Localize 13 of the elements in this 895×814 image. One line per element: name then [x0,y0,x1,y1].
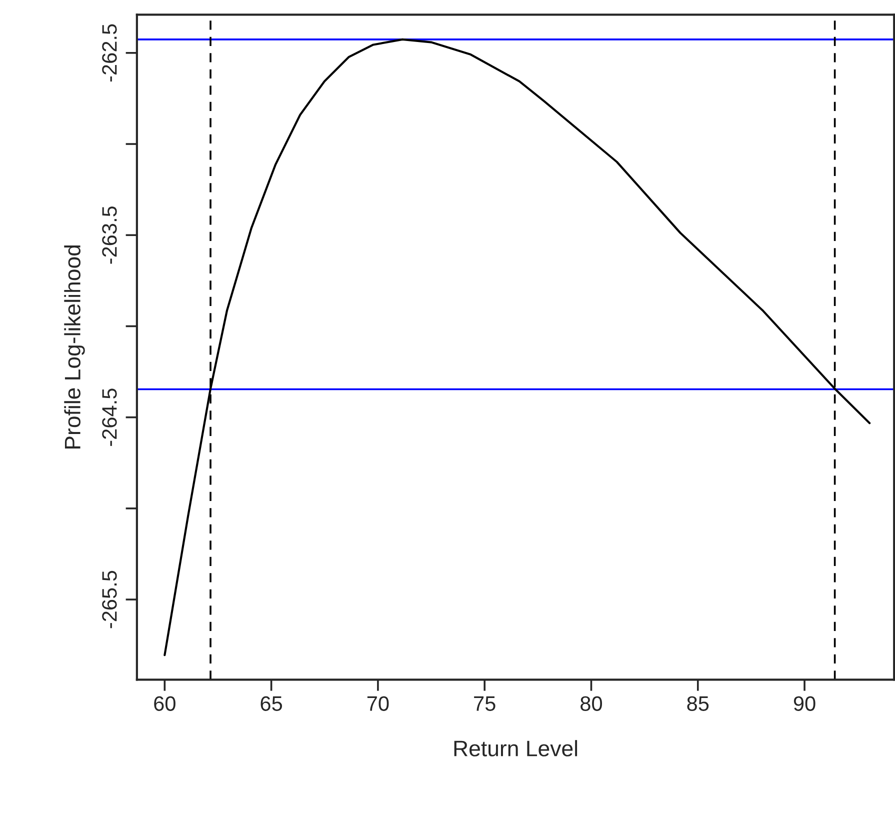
x-axis-title: Return Level [454,740,578,756]
y-tick-label: -264.5 [102,388,117,446]
x-tick-label: 75 [474,696,496,711]
x-tick-label: 85 [687,696,709,711]
x-tick-label: 70 [367,696,389,711]
x-tick-label: 60 [154,696,176,711]
y-axis-title: Profile Log-likelihood [64,245,85,448]
x-tick-label: 90 [794,696,816,711]
y-tick-label: -265.5 [102,570,117,628]
y-tick-label: -263.5 [102,206,117,264]
y-tick-label: -262.5 [102,24,117,82]
x-tick-label: 80 [580,696,602,711]
x-tick-label: 65 [260,696,282,711]
